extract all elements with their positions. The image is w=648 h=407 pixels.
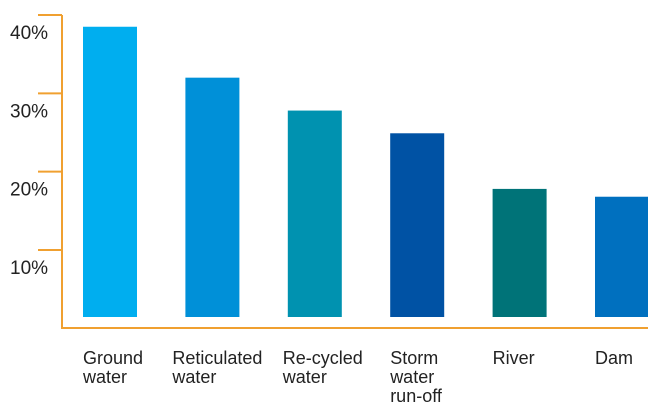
- x-category-label-line: run-off: [390, 386, 443, 406]
- x-category-label-line: water: [82, 367, 127, 387]
- x-category-label-line: Re-cycled: [283, 348, 363, 368]
- bars: [83, 26, 648, 318]
- bar: [492, 188, 547, 317]
- x-category-label: Ground water: [82, 348, 143, 387]
- x-category-label-line: Dam: [595, 348, 633, 368]
- bar: [287, 110, 342, 317]
- x-category-label-line: Reticulated: [172, 348, 262, 368]
- x-category-label-line: Storm: [390, 348, 438, 368]
- x-category-label: Re-cycled water: [282, 348, 363, 387]
- x-category-label-line: water: [282, 367, 327, 387]
- axes: [61, 15, 648, 329]
- x-category-label-line: water: [389, 367, 434, 387]
- y-tick-label: 10%: [10, 258, 48, 279]
- x-category-label: Storm water run-off: [389, 348, 443, 406]
- bar: [83, 26, 137, 317]
- x-category-label: Dam: [595, 348, 633, 368]
- y-tick-label: 30%: [10, 101, 48, 122]
- y-ticks: 10% 20% 30% 40%: [10, 14, 62, 279]
- y-tick-label: 20%: [10, 180, 48, 201]
- x-category-label-line: Ground: [83, 348, 143, 368]
- x-category-label: River: [493, 348, 535, 368]
- bar: [595, 196, 648, 317]
- x-category-label-line: water: [171, 367, 216, 387]
- bar: [390, 133, 445, 317]
- bar: [185, 77, 240, 318]
- x-category-label: Reticulated water: [171, 348, 262, 387]
- x-category-label-line: River: [493, 348, 535, 368]
- y-tick-label: 40%: [10, 23, 48, 44]
